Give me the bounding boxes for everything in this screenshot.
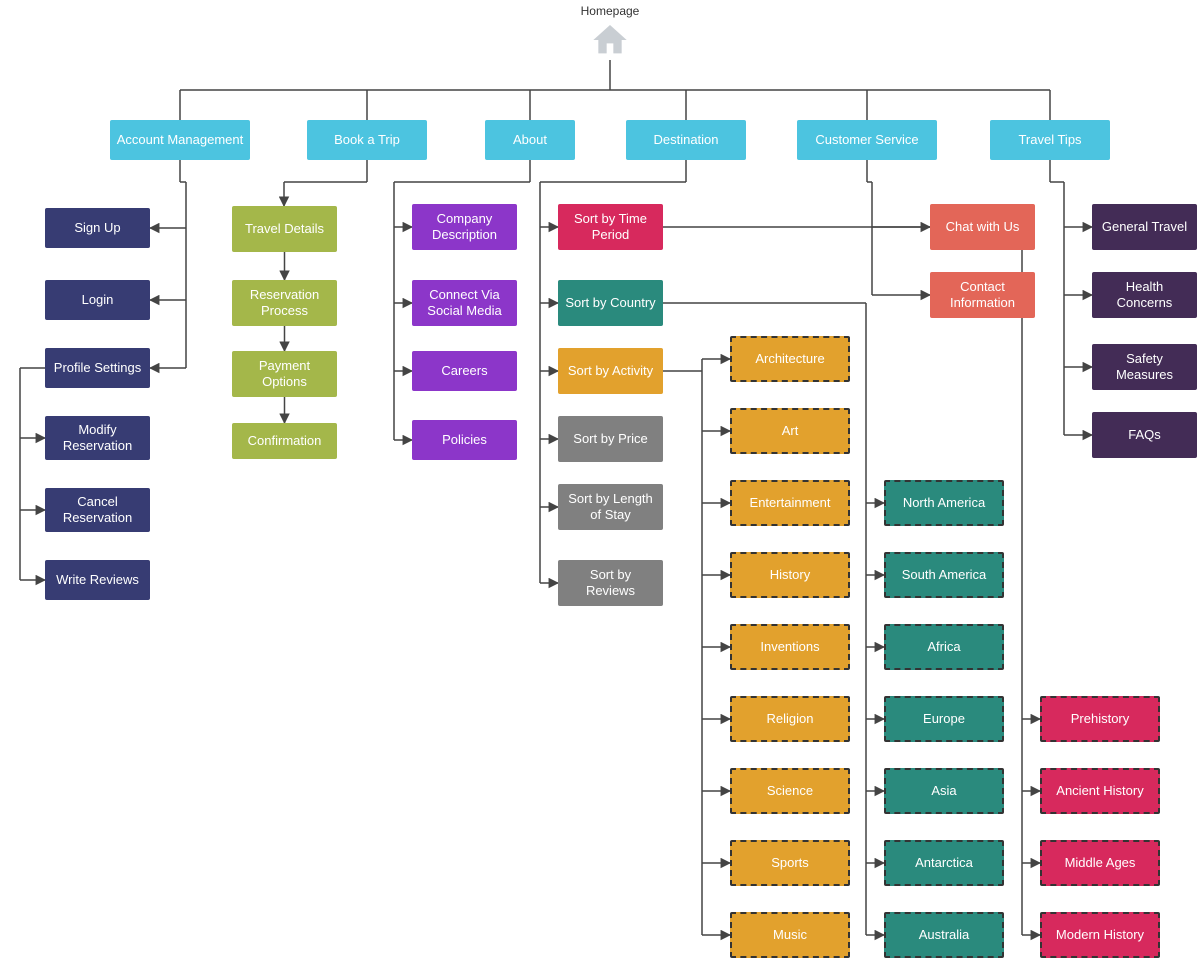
node-sci: Science [730,768,850,814]
node-asia: Asia [884,768,1004,814]
node-careers: Careers [412,351,517,391]
node-faqs: FAQs [1092,412,1197,458]
node-sorttime: Sort by Time Period [558,204,663,250]
home-label: Homepage [581,4,640,18]
node-social: Connect Via Social Media [412,280,517,326]
node-antar: Antarctica [884,840,1004,886]
node-sortlen: Sort by Length of Stay [558,484,663,530]
node-rel: Religion [730,696,850,742]
node-contact: Contact Information [930,272,1035,318]
node-music: Music [730,912,850,958]
node-sortact: Sort by Activity [558,348,663,394]
node-ent: Entertainment [730,480,850,526]
node-cancel: Cancel Reservation [45,488,150,532]
node-health: Health Concerns [1092,272,1197,318]
node-about: About [485,120,575,160]
node-reviews: Write Reviews [45,560,150,600]
node-safety: Safety Measures [1092,344,1197,390]
node-tips: Travel Tips [990,120,1110,160]
node-resproc: Reservation Process [232,280,337,326]
node-hist: History [730,552,850,598]
node-modern: Modern History [1040,912,1160,958]
node-middle: Middle Ages [1040,840,1160,886]
node-compdesc: Company Description [412,204,517,250]
home-icon [590,20,630,60]
node-sortprice: Sort by Price [558,416,663,462]
node-europe: Europe [884,696,1004,742]
node-modify: Modify Reservation [45,416,150,460]
node-art: Art [730,408,850,454]
node-inv: Inventions [730,624,850,670]
node-confirm: Confirmation [232,423,337,459]
node-africa: Africa [884,624,1004,670]
node-payopt: Payment Options [232,351,337,397]
node-cust: Customer Service [797,120,937,160]
node-travdet: Travel Details [232,206,337,252]
node-sortctry: Sort by Country [558,280,663,326]
node-samer: South America [884,552,1004,598]
node-spor: Sports [730,840,850,886]
node-book: Book a Trip [307,120,427,160]
node-login: Login [45,280,150,320]
node-chat: Chat with Us [930,204,1035,250]
node-arch: Architecture [730,336,850,382]
node-dest: Destination [626,120,746,160]
node-gentrav: General Travel [1092,204,1197,250]
node-account: Account Management [110,120,250,160]
node-sortrev: Sort by Reviews [558,560,663,606]
node-signup: Sign Up [45,208,150,248]
node-prehist: Prehistory [1040,696,1160,742]
node-austr: Australia [884,912,1004,958]
node-ancient: Ancient History [1040,768,1160,814]
sitemap-diagram: Homepage Account Management Book a Trip Abo… [0,0,1200,965]
node-namer: North America [884,480,1004,526]
node-profile: Profile Settings [45,348,150,388]
node-policies: Policies [412,420,517,460]
